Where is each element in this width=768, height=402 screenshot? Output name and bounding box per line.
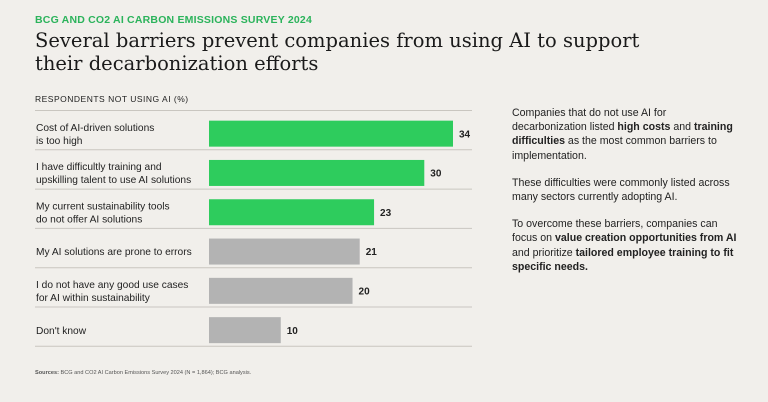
category-label: is too high (36, 136, 82, 147)
category-label: for AI within sustainability (36, 293, 151, 304)
category-label: Don't know (36, 326, 87, 337)
value-label: 20 (359, 286, 371, 297)
value-label: 30 (430, 169, 442, 180)
highlight-value-creation: value creation opportunities from AI (555, 232, 737, 245)
survey-eyebrow: BCG AND CO2 AI CARBON EMISSIONS SURVEY 2… (35, 14, 312, 26)
sidebar-paragraph-1: Companies that do not use AI for decarbo… (512, 107, 733, 162)
category-label: I have difficultly training and (36, 162, 162, 173)
highlight-employee-training: tailored employee training to fit specif… (512, 246, 734, 273)
bar (209, 120, 453, 147)
category-label: do not offer AI solutions (36, 214, 142, 225)
bar (209, 238, 360, 265)
highlight-high-costs: high costs (617, 121, 671, 134)
chart-subtitle: RESPONDENTS NOT USING AI (%) (35, 94, 189, 104)
source-note: Sources: BCG and CO2 AI Carbon Emissions… (35, 370, 252, 376)
category-label: My current sustainability tools (36, 201, 170, 212)
value-label: 21 (366, 247, 378, 258)
bar (209, 277, 353, 304)
category-label: upskilling talent to use AI solutions (36, 175, 191, 186)
sidebar-paragraph-3: To overcome these barriers, companies ca… (512, 218, 737, 273)
bar (209, 159, 425, 186)
bar (209, 199, 375, 226)
value-label: 23 (380, 208, 392, 219)
value-label: 34 (459, 129, 471, 140)
sidebar-paragraph-2: These difficulties were commonly listed … (512, 176, 730, 204)
category-label: My AI solutions are prone to errors (36, 247, 192, 258)
sidebar-text: Companies that do not use AI for decarbo… (512, 106, 740, 287)
category-label: I do not have any good use cases (36, 280, 188, 291)
value-label: 10 (287, 326, 299, 337)
category-label: Cost of AI-driven solutions (36, 123, 154, 134)
highlight-training: training difficulties (512, 121, 733, 148)
page-title: Several barriers prevent companies from … (35, 29, 640, 75)
bar (209, 317, 281, 344)
